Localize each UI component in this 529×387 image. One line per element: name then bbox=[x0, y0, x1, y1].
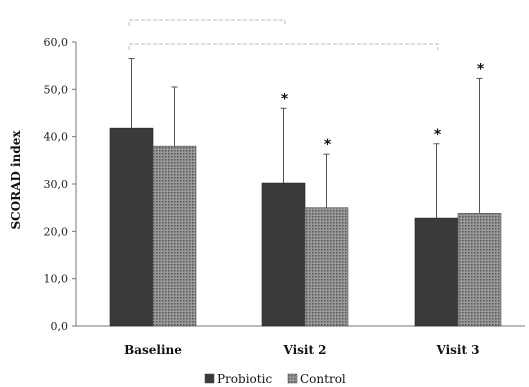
y-tick-label: 30,0 bbox=[44, 178, 69, 191]
legend-label: Control bbox=[300, 372, 346, 386]
legend: Probiotic Control bbox=[204, 372, 346, 386]
y-tick-label: 0,0 bbox=[51, 320, 69, 333]
bar-probiotic-visit-3 bbox=[414, 217, 459, 327]
comparison-bracket bbox=[128, 19, 286, 26]
y-tick-label: 10,0 bbox=[44, 273, 69, 286]
legend-label: Probiotic bbox=[217, 372, 272, 386]
significance-star: * bbox=[281, 91, 289, 107]
x-tick-label: Visit 2 bbox=[282, 343, 326, 357]
y-tick-label: 50,0 bbox=[44, 83, 69, 96]
x-axis-labels: Baseline Visit 2 Visit 3 bbox=[124, 343, 479, 357]
legend-swatch bbox=[287, 373, 298, 384]
significance-star: * bbox=[324, 137, 332, 153]
x-tick-label: Visit 3 bbox=[435, 343, 479, 357]
comparison-brackets bbox=[128, 19, 439, 50]
bar-control-visit-3 bbox=[457, 213, 502, 327]
y-axis-label: SCORAD index bbox=[9, 130, 23, 230]
bars bbox=[109, 127, 502, 327]
significance-star: * bbox=[477, 61, 485, 77]
y-tick-label: 60,0 bbox=[44, 36, 69, 49]
bar-probiotic-visit-2 bbox=[261, 182, 306, 327]
comparison-bracket bbox=[128, 43, 439, 50]
legend-swatch bbox=[204, 373, 215, 384]
y-tick-label: 40,0 bbox=[44, 131, 69, 144]
bar-probiotic-baseline bbox=[109, 127, 154, 327]
error-bars bbox=[128, 58, 483, 219]
bar-control-visit-2 bbox=[304, 207, 349, 327]
significance-star: * bbox=[434, 127, 442, 143]
bar-control-baseline bbox=[152, 145, 197, 327]
x-tick-label: Baseline bbox=[124, 343, 182, 357]
significance-marks: * * * * bbox=[281, 61, 485, 153]
y-tick-label: 20,0 bbox=[44, 225, 69, 238]
